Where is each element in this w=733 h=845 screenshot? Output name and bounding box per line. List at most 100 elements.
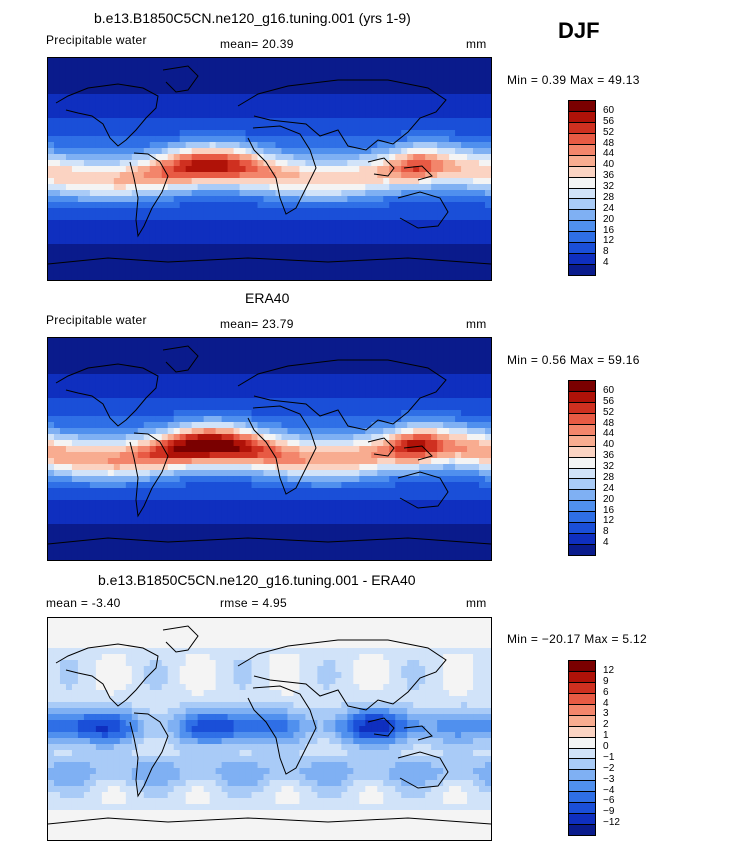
colorbar-swatch xyxy=(569,264,595,275)
colorbar-swatch xyxy=(569,511,595,523)
colorbar-swatch xyxy=(569,747,595,759)
colorbar-swatch xyxy=(569,143,595,155)
colorbar-swatch xyxy=(569,220,595,232)
colorbar-tick-label: 4 xyxy=(603,697,609,709)
colorbar-tick-label: −1 xyxy=(603,751,615,763)
panel-1-unit: mm xyxy=(466,37,487,51)
coastline xyxy=(55,363,159,427)
coastline xyxy=(397,191,449,229)
colorbar-tick-label: 12 xyxy=(603,515,615,527)
colorbar-tick-label: 44 xyxy=(603,428,615,440)
panel-2-unit: mm xyxy=(466,317,487,331)
colorbar-swatch xyxy=(569,209,595,221)
coastline xyxy=(162,345,199,373)
panel-1-minmax: Min = 0.39 Max = 49.13 xyxy=(507,73,640,87)
colorbar-tick-label: 48 xyxy=(603,137,615,149)
colorbar-swatch xyxy=(569,500,595,512)
colorbar-tick-label: 28 xyxy=(603,191,615,203)
colorbar-swatch xyxy=(569,544,595,555)
coastline xyxy=(129,152,169,238)
colorbar-swatch xyxy=(569,813,595,825)
colorbar-tick-label: −2 xyxy=(603,762,615,774)
colorbar-swatch xyxy=(569,670,595,682)
panel-1-left-label: Precipitable water xyxy=(46,33,147,47)
coastline xyxy=(48,537,491,545)
colorbar-swatch xyxy=(569,714,595,726)
colorbar-swatch xyxy=(569,121,595,133)
colorbar-tick-label: 52 xyxy=(603,126,615,138)
panel-3-map xyxy=(47,617,492,841)
coastline xyxy=(129,432,169,518)
colorbar-tick-label: 24 xyxy=(603,482,615,494)
panel-3-rmse: rmse = 4.95 xyxy=(220,596,287,610)
coastline xyxy=(403,725,433,741)
panel-3-title: b.e13.B1850C5CN.ne120_g16.tuning.001 - E… xyxy=(98,572,416,588)
panel-1-colorbar xyxy=(568,100,596,276)
colorbar-swatch xyxy=(569,445,595,457)
colorbar-tick-label: 20 xyxy=(603,213,615,225)
colorbar-tick-label: 56 xyxy=(603,115,615,127)
map-field xyxy=(48,338,491,560)
colorbar-swatch xyxy=(569,791,595,803)
colorbar-tick-label: 4 xyxy=(603,257,609,269)
colorbar-swatch xyxy=(569,661,595,671)
coastline xyxy=(162,625,199,653)
colorbar-swatch xyxy=(569,434,595,446)
coastline xyxy=(403,165,433,181)
colorbar-swatch xyxy=(569,198,595,210)
coastline xyxy=(247,125,317,215)
colorbar-tick-label: 40 xyxy=(603,159,615,171)
colorbar-tick-label: 3 xyxy=(603,708,609,720)
coastline xyxy=(367,157,395,177)
colorbar-swatch xyxy=(569,478,595,490)
colorbar-swatch xyxy=(569,132,595,144)
coastline xyxy=(129,712,169,798)
coastline xyxy=(55,83,159,147)
coastline xyxy=(237,359,447,431)
colorbar-swatch xyxy=(569,187,595,199)
colorbar-swatch xyxy=(569,110,595,122)
season-label: DJF xyxy=(558,18,600,43)
colorbar-swatch xyxy=(569,154,595,166)
panel-2-colorbar xyxy=(568,380,596,556)
colorbar-tick-label: 52 xyxy=(603,406,615,418)
colorbar-swatch xyxy=(569,253,595,265)
map-field xyxy=(48,58,491,280)
colorbar-swatch xyxy=(569,101,595,111)
coastline xyxy=(237,639,447,711)
colorbar-tick-label: 2 xyxy=(603,719,609,731)
coastline xyxy=(247,405,317,495)
colorbar-tick-label: 28 xyxy=(603,471,615,483)
coastline xyxy=(397,751,449,789)
colorbar-swatch xyxy=(569,769,595,781)
colorbar-tick-label: 60 xyxy=(603,384,615,396)
colorbar-swatch xyxy=(569,231,595,243)
colorbar-swatch xyxy=(569,692,595,704)
colorbar-tick-label: 56 xyxy=(603,395,615,407)
colorbar-tick-label: 1 xyxy=(603,730,609,742)
colorbar-swatch xyxy=(569,681,595,693)
colorbar-swatch xyxy=(569,412,595,424)
panel-2-left-label: Precipitable water xyxy=(46,313,147,327)
coastline xyxy=(55,643,159,707)
colorbar-swatch xyxy=(569,467,595,479)
colorbar-tick-label: 48 xyxy=(603,417,615,429)
colorbar-tick-label: −4 xyxy=(603,784,615,796)
colorbar-tick-label: 36 xyxy=(603,450,615,462)
colorbar-tick-label: 12 xyxy=(603,235,615,247)
colorbar-tick-label: 8 xyxy=(603,526,609,538)
colorbar-swatch xyxy=(569,758,595,770)
colorbar-swatch xyxy=(569,165,595,177)
colorbar-tick-label: −9 xyxy=(603,806,615,818)
coastline xyxy=(403,445,433,461)
colorbar-swatch xyxy=(569,703,595,715)
colorbar-tick-label: 16 xyxy=(603,504,615,516)
coastline xyxy=(48,257,491,265)
colorbar-tick-label: 44 xyxy=(603,148,615,160)
colorbar-tick-label: 4 xyxy=(603,537,609,549)
colorbar-swatch xyxy=(569,780,595,792)
colorbar-tick-label: −12 xyxy=(603,817,620,829)
panel-3-colorbar xyxy=(568,660,596,836)
panel-3-minmax: Min = −20.17 Max = 5.12 xyxy=(507,632,647,646)
coastline xyxy=(247,685,317,775)
